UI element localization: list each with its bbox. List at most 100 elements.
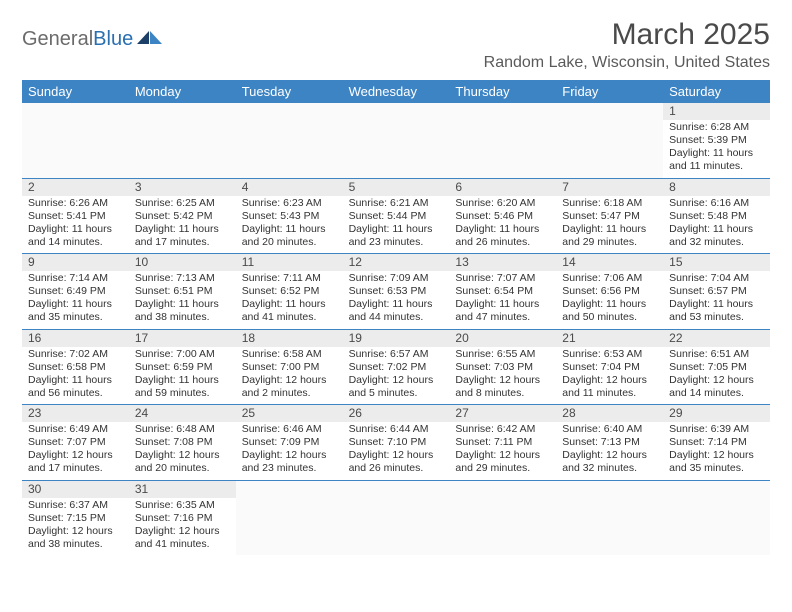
weekday-sunday: Sunday (22, 80, 129, 103)
day-number: 13 (449, 254, 556, 271)
day-number: 16 (22, 330, 129, 347)
daylight-text: Daylight: 11 hours and 50 minutes. (562, 298, 657, 324)
calendar-cell: 11Sunrise: 7:11 AMSunset: 6:52 PMDayligh… (236, 254, 343, 329)
calendar-cell: 9Sunrise: 7:14 AMSunset: 6:49 PMDaylight… (22, 254, 129, 329)
sunrise-text: Sunrise: 7:07 AM (455, 272, 550, 285)
calendar-cell: 28Sunrise: 6:40 AMSunset: 7:13 PMDayligh… (556, 405, 663, 480)
sunset-text: Sunset: 7:07 PM (28, 436, 123, 449)
daylight-text: Daylight: 12 hours and 8 minutes. (455, 374, 550, 400)
sunrise-text: Sunrise: 6:40 AM (562, 423, 657, 436)
sunrise-text: Sunrise: 6:39 AM (669, 423, 764, 436)
sunrise-text: Sunrise: 6:49 AM (28, 423, 123, 436)
calendar-cell: 14Sunrise: 7:06 AMSunset: 6:56 PMDayligh… (556, 254, 663, 329)
daylight-text: Daylight: 12 hours and 35 minutes. (669, 449, 764, 475)
calendar-week: 9Sunrise: 7:14 AMSunset: 6:49 PMDaylight… (22, 254, 770, 330)
daylight-text: Daylight: 12 hours and 20 minutes. (135, 449, 230, 475)
sunset-text: Sunset: 6:51 PM (135, 285, 230, 298)
daylight-text: Daylight: 12 hours and 17 minutes. (28, 449, 123, 475)
day-number: 5 (343, 179, 450, 196)
sunrise-text: Sunrise: 6:23 AM (242, 197, 337, 210)
daylight-text: Daylight: 11 hours and 32 minutes. (669, 223, 764, 249)
sunset-text: Sunset: 7:03 PM (455, 361, 550, 374)
sunset-text: Sunset: 5:41 PM (28, 210, 123, 223)
daylight-text: Daylight: 11 hours and 11 minutes. (669, 147, 764, 173)
sunset-text: Sunset: 6:52 PM (242, 285, 337, 298)
sunset-text: Sunset: 7:16 PM (135, 512, 230, 525)
sunset-text: Sunset: 6:58 PM (28, 361, 123, 374)
daylight-text: Daylight: 12 hours and 29 minutes. (455, 449, 550, 475)
calendar-cell: 31Sunrise: 6:35 AMSunset: 7:16 PMDayligh… (129, 481, 236, 556)
calendar-week: 16Sunrise: 7:02 AMSunset: 6:58 PM Dayligh… (22, 330, 770, 406)
sunset-text: Sunset: 6:59 PM (135, 361, 230, 374)
title-block: March 2025 Random Lake, Wisconsin, Unite… (484, 18, 770, 72)
calendar-cell-empty (22, 103, 129, 178)
daylight-text: Daylight: 12 hours and 41 minutes. (135, 525, 230, 551)
daylight-text: Daylight: 11 hours and 26 minutes. (455, 223, 550, 249)
sunrise-text: Sunrise: 6:48 AM (135, 423, 230, 436)
calendar-cell: 12Sunrise: 7:09 AMSunset: 6:53 PMDayligh… (343, 254, 450, 329)
daylight-text: Daylight: 12 hours and 38 minutes. (28, 525, 123, 551)
sunrise-text: Sunrise: 6:42 AM (455, 423, 550, 436)
sunset-text: Sunset: 5:46 PM (455, 210, 550, 223)
logo: GeneralBlue (22, 18, 163, 51)
sunset-text: Sunset: 5:44 PM (349, 210, 444, 223)
weekday-monday: Monday (129, 80, 236, 103)
daylight-text: Daylight: 11 hours and 38 minutes. (135, 298, 230, 324)
sunrise-text: Sunrise: 6:58 AM (242, 348, 337, 361)
daylight-text: Daylight: 12 hours and 26 minutes. (349, 449, 444, 475)
sunrise-text: Sunrise: 6:35 AM (135, 499, 230, 512)
calendar-cell: 15Sunrise: 7:04 AMSunset: 6:57 PMDayligh… (663, 254, 770, 329)
sunrise-text: Sunrise: 7:14 AM (28, 272, 123, 285)
day-number: 20 (449, 330, 556, 347)
calendar-cell: 3Sunrise: 6:25 AMSunset: 5:42 PMDaylight… (129, 179, 236, 254)
calendar-cell: 18Sunrise: 6:58 AMSunset: 7:00 PMDayligh… (236, 330, 343, 405)
calendar-cell: 17Sunrise: 7:00 AMSunset: 6:59 PMDayligh… (129, 330, 236, 405)
sunrise-text: Sunrise: 7:00 AM (135, 348, 230, 361)
logo-text-gray: General (22, 28, 93, 50)
sunrise-text: Sunrise: 7:02 AM (28, 348, 123, 361)
day-number: 18 (236, 330, 343, 347)
calendar-week: 30Sunrise: 6:37 AMSunset: 7:15 PMDayligh… (22, 481, 770, 556)
sunrise-text: Sunrise: 6:20 AM (455, 197, 550, 210)
page-header: GeneralBlue March 2025 Random Lake, Wisc… (22, 18, 770, 72)
day-number: 25 (236, 405, 343, 422)
sunset-text: Sunset: 7:13 PM (562, 436, 657, 449)
calendar-cell: 20Sunrise: 6:55 AMSunset: 7:03 PMDayligh… (449, 330, 556, 405)
day-number: 4 (236, 179, 343, 196)
sunrise-text: Sunrise: 7:04 AM (669, 272, 764, 285)
sunrise-text: Sunrise: 6:55 AM (455, 348, 550, 361)
day-number: 14 (556, 254, 663, 271)
sunrise-text: Sunrise: 6:53 AM (562, 348, 657, 361)
calendar-cell: 6Sunrise: 6:20 AMSunset: 5:46 PMDaylight… (449, 179, 556, 254)
daylight-text: Daylight: 11 hours and 17 minutes. (135, 223, 230, 249)
daylight-text: Daylight: 11 hours and 53 minutes. (669, 298, 764, 324)
calendar-cell-empty (556, 103, 663, 178)
month-title: March 2025 (484, 18, 770, 52)
sunrise-text: Sunrise: 6:28 AM (669, 121, 764, 134)
sunset-text: Sunset: 5:42 PM (135, 210, 230, 223)
day-number: 22 (663, 330, 770, 347)
day-number: 2 (22, 179, 129, 196)
logo-text-blue: Blue (93, 28, 133, 50)
day-number: 27 (449, 405, 556, 422)
daylight-text: Daylight: 12 hours and 23 minutes. (242, 449, 337, 475)
calendar-cell: 26Sunrise: 6:44 AMSunset: 7:10 PMDayligh… (343, 405, 450, 480)
calendar: Sunday Monday Tuesday Wednesday Thursday… (22, 80, 770, 555)
sunset-text: Sunset: 6:49 PM (28, 285, 123, 298)
calendar-cell-empty (343, 103, 450, 178)
sunrise-text: Sunrise: 7:06 AM (562, 272, 657, 285)
sunset-text: Sunset: 5:39 PM (669, 134, 764, 147)
calendar-cell: 29Sunrise: 6:39 AMSunset: 7:14 PMDayligh… (663, 405, 770, 480)
daylight-text: Daylight: 11 hours and 41 minutes. (242, 298, 337, 324)
calendar-cell-empty (343, 481, 450, 556)
calendar-week: 1Sunrise: 6:28 AMSunset: 5:39 PMDaylight… (22, 103, 770, 179)
day-number: 12 (343, 254, 450, 271)
calendar-cell: 10Sunrise: 7:13 AMSunset: 6:51 PMDayligh… (129, 254, 236, 329)
calendar-cell-empty (129, 103, 236, 178)
day-number: 3 (129, 179, 236, 196)
calendar-week: 23Sunrise: 6:49 AMSunset: 7:07 PMDayligh… (22, 405, 770, 481)
daylight-text: Daylight: 12 hours and 14 minutes. (669, 374, 764, 400)
sunset-text: Sunset: 7:10 PM (349, 436, 444, 449)
daylight-text: Daylight: 12 hours and 5 minutes. (349, 374, 444, 400)
sunset-text: Sunset: 7:05 PM (669, 361, 764, 374)
